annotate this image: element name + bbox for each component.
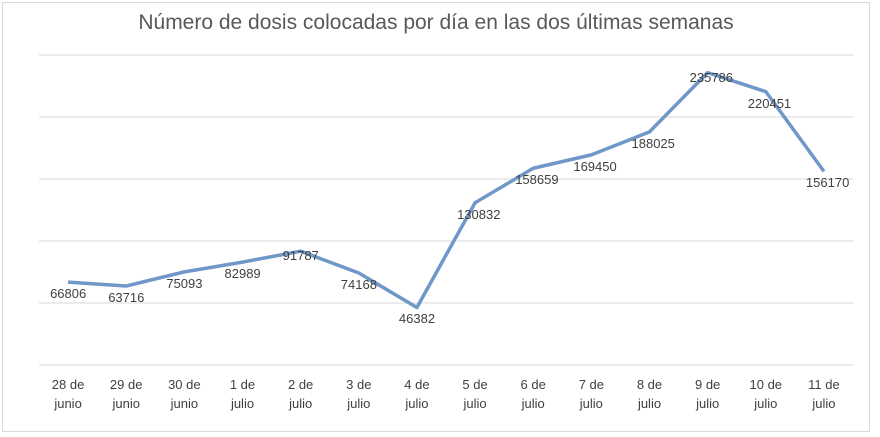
data-label: 158659 <box>515 172 559 188</box>
data-label: 156170 <box>805 175 850 191</box>
data-label: 235786 <box>689 69 734 85</box>
x-tick-label: 3 de julio <box>346 377 372 411</box>
data-line <box>67 70 826 310</box>
data-label: 220451 <box>747 95 792 111</box>
chart-title: Número de dosis colocadas por día en las… <box>138 11 734 34</box>
data-label: 66806 <box>50 286 87 302</box>
x-tick-label: 28 de junio <box>51 377 85 411</box>
x-tick-label: 6 de julio <box>520 377 546 411</box>
chart: Número de dosis colocadas por día en las… <box>2 2 870 432</box>
data-label: 188025 <box>631 135 675 151</box>
data-label: 169450 <box>573 158 617 174</box>
data-label: 75093 <box>166 275 203 291</box>
x-tick-label: 8 de julio <box>636 377 663 411</box>
x-tick-label: 2 de julio <box>287 377 314 411</box>
x-tick-label: 4 de julio <box>404 377 430 411</box>
x-tick-label: 10 de julio <box>749 377 783 411</box>
x-tick-label: 7 de julio <box>578 377 604 411</box>
data-label: 63716 <box>108 289 145 305</box>
x-tick-label: 9 de julio <box>694 377 721 411</box>
x-tick-label: 29 de junio <box>109 377 143 411</box>
x-tick-label: 11 de julio <box>808 377 840 411</box>
data-label: 74168 <box>340 277 377 293</box>
data-label: 46382 <box>398 311 436 327</box>
data-label: 91787 <box>282 248 319 264</box>
plot <box>39 54 853 366</box>
data-label: 82989 <box>224 266 261 282</box>
x-tick-label: 30 de junio <box>168 377 201 411</box>
data-label: 130832 <box>457 206 501 222</box>
x-tick-label: 1 de julio <box>229 377 256 411</box>
x-tick-label: 5 de julio <box>462 377 488 411</box>
